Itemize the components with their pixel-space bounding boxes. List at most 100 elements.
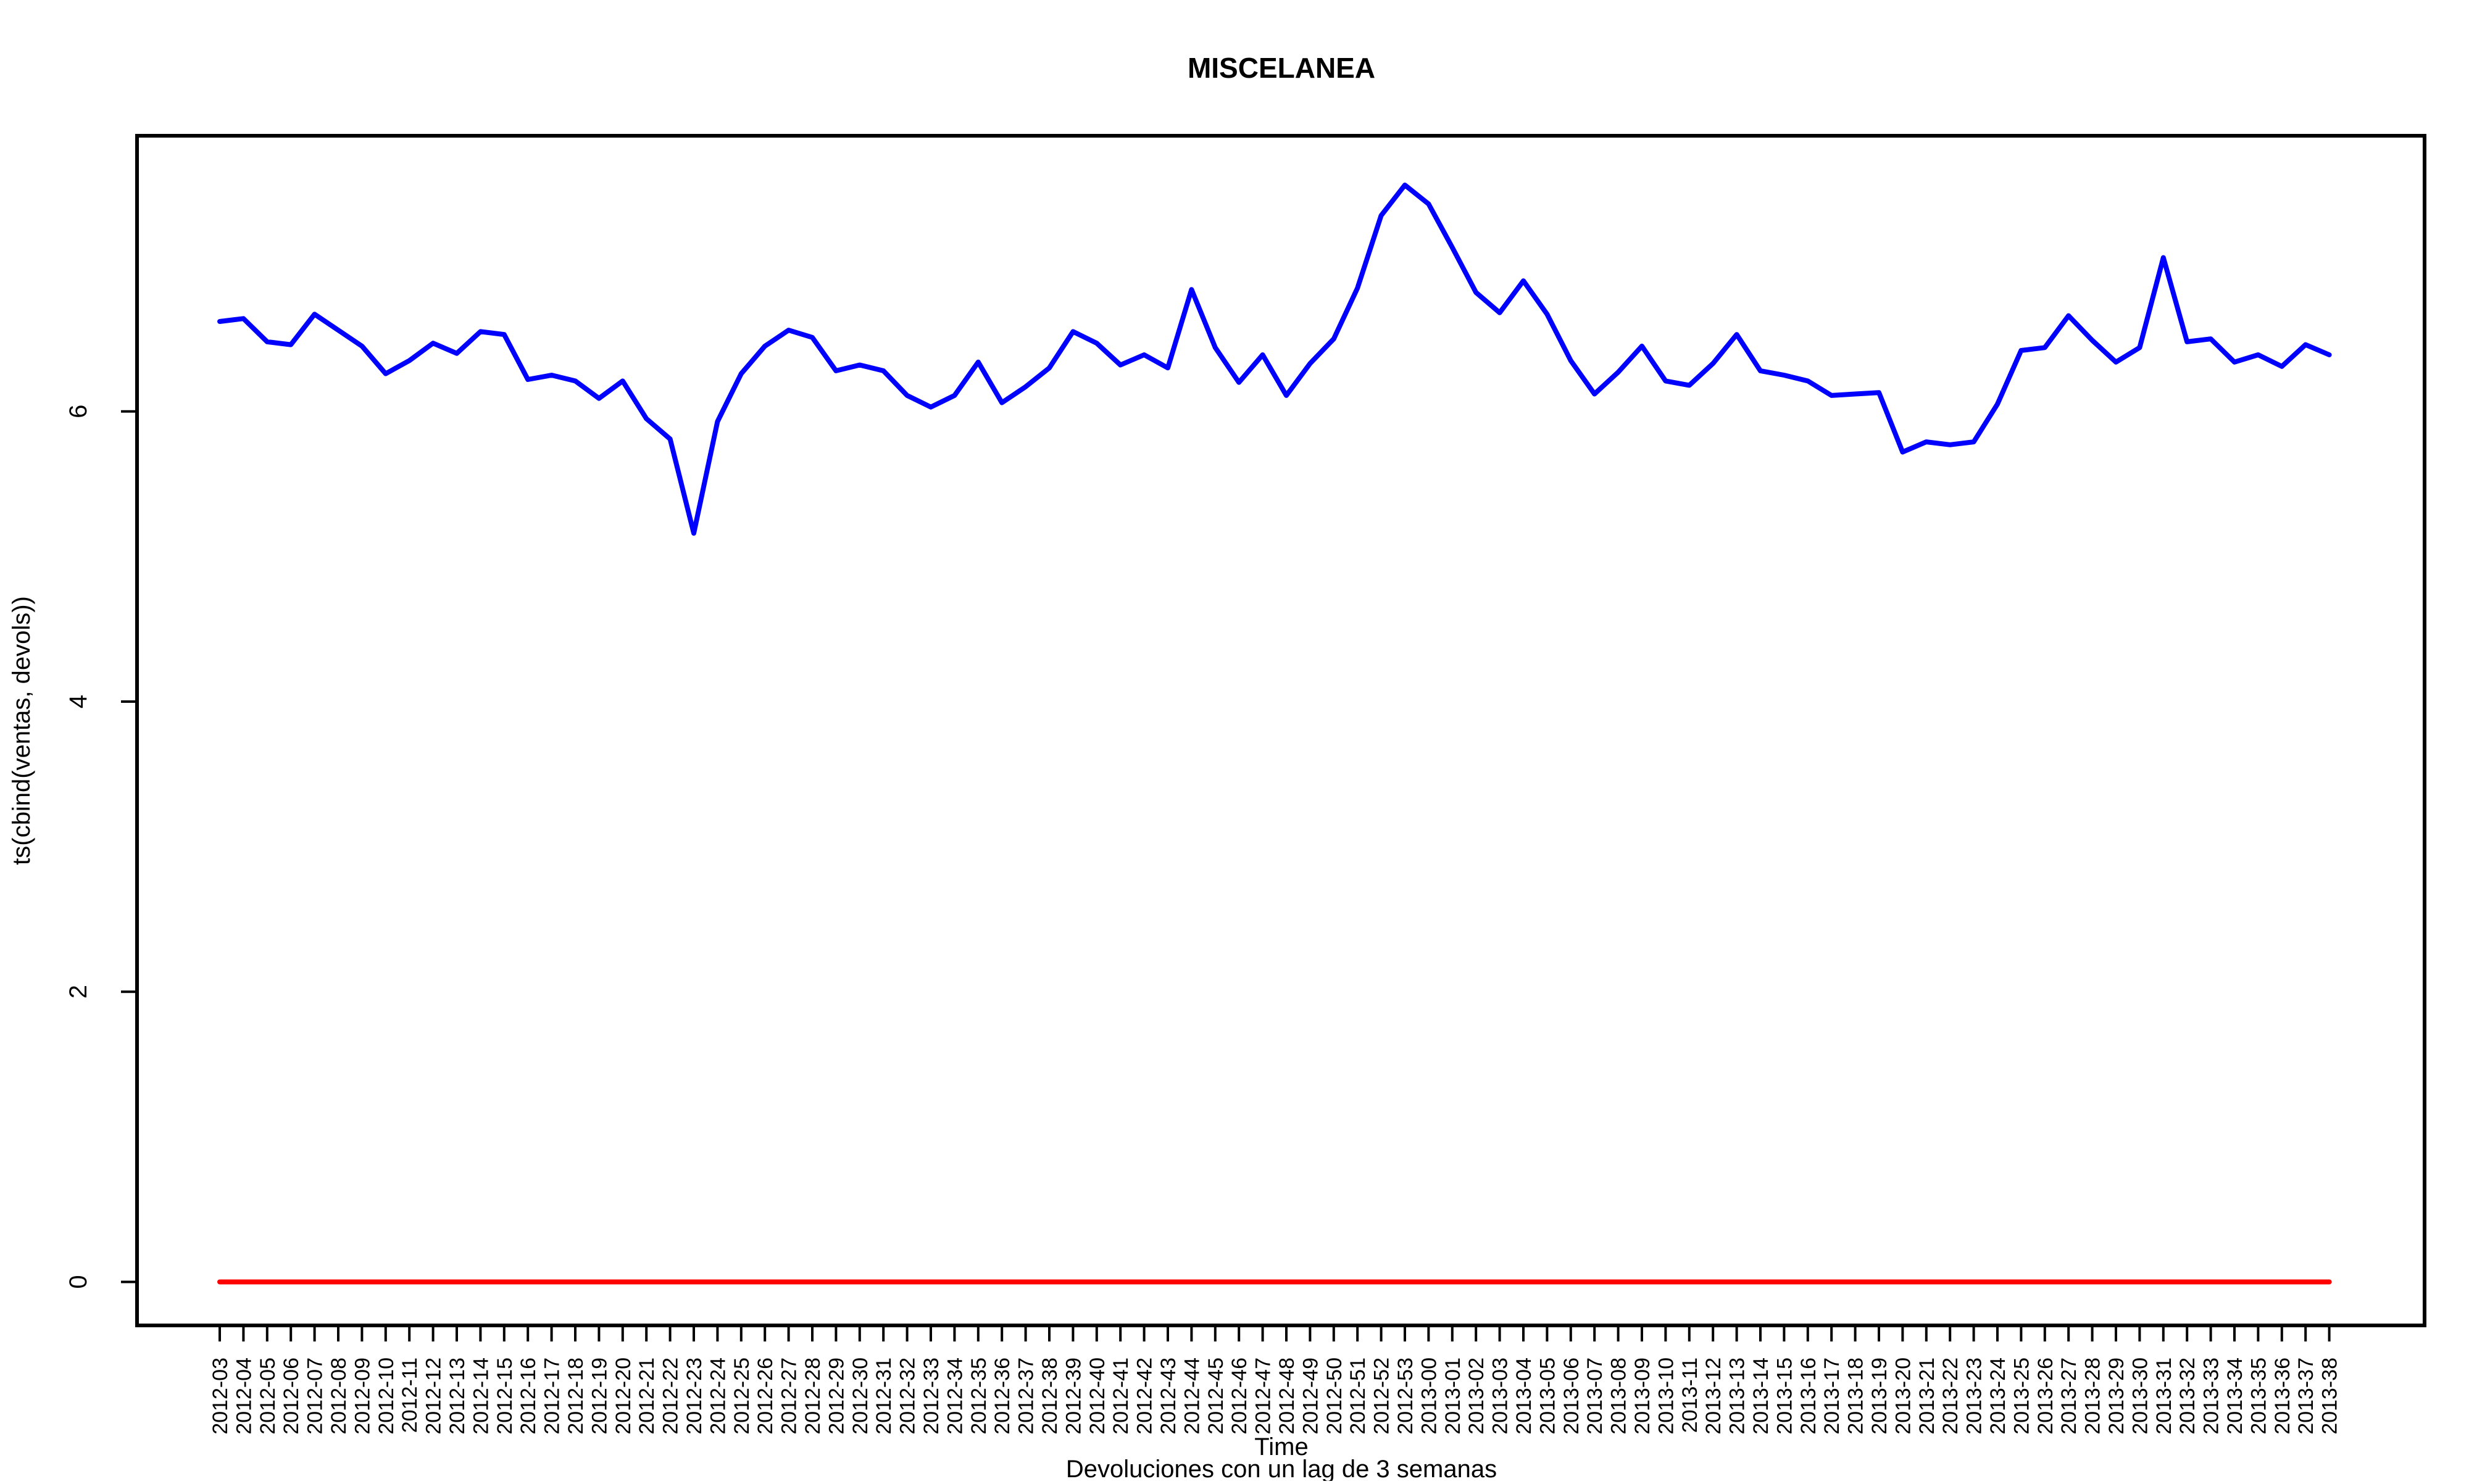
x-tick-label: 2012-08 xyxy=(327,1358,351,1435)
x-tick-label: 2012-11 xyxy=(398,1358,422,1433)
x-tick-label: 2012-09 xyxy=(351,1358,374,1435)
data-point-ventas xyxy=(480,331,481,332)
data-point-ventas xyxy=(1570,360,1571,361)
x-tick-label: 2013-31 xyxy=(2152,1358,2176,1435)
x-tick-label: 2012-19 xyxy=(588,1358,611,1435)
x-tick-label: 2012-35 xyxy=(967,1358,991,1435)
data-point-ventas xyxy=(2068,315,2069,316)
data-point-ventas xyxy=(1191,289,1192,290)
x-tick-label: 2012-44 xyxy=(1180,1358,1204,1435)
x-tick-label: 2012-03 xyxy=(209,1358,232,1435)
x-tick-label: 2012-36 xyxy=(991,1358,1014,1435)
x-tick-label: 2013-24 xyxy=(1986,1358,2010,1435)
x-tick-label: 2012-17 xyxy=(541,1358,564,1435)
data-point-ventas xyxy=(1950,444,1951,445)
x-tick-label: 2013-37 xyxy=(2294,1358,2318,1435)
x-tick-label: 2012-32 xyxy=(896,1358,920,1435)
data-point-ventas xyxy=(1025,386,1026,387)
x-tick-label: 2013-29 xyxy=(2105,1358,2128,1435)
x-tick-label: 2013-01 xyxy=(1441,1358,1465,1435)
data-point-ventas xyxy=(717,421,718,422)
x-tick-label: 2013-09 xyxy=(1631,1358,1654,1435)
y-tick-label: 2 xyxy=(65,985,92,998)
x-tick-label: 2013-21 xyxy=(1915,1358,1939,1435)
data-point-ventas xyxy=(1879,392,1880,393)
x-tick-label: 2012-50 xyxy=(1323,1358,1346,1435)
data-point-ventas xyxy=(243,318,244,319)
x-tick-label: 2012-23 xyxy=(683,1358,706,1435)
x-tick-label: 2013-02 xyxy=(1465,1358,1488,1435)
x-tick-label: 2012-04 xyxy=(232,1358,256,1435)
x-tick-label: 2013-08 xyxy=(1607,1358,1631,1435)
x-tick-label: 2013-00 xyxy=(1417,1358,1441,1435)
y-tick-label: 0 xyxy=(65,1275,92,1288)
x-tick-label: 2013-10 xyxy=(1654,1358,1678,1435)
x-tick-label: 2012-43 xyxy=(1157,1358,1180,1435)
x-tick-label: 2012-28 xyxy=(801,1358,825,1435)
x-tick-label: 2013-35 xyxy=(2247,1358,2270,1435)
data-point-ventas xyxy=(812,337,813,338)
data-point-ventas xyxy=(1736,334,1737,335)
x-tick-label: 2012-07 xyxy=(304,1358,327,1435)
data-point-ventas xyxy=(314,314,315,315)
x-tick-label: 2012-40 xyxy=(1086,1358,1109,1435)
x-tick-label: 2012-27 xyxy=(778,1358,801,1435)
x-tick-label: 2013-30 xyxy=(2128,1358,2152,1435)
x-tick-label: 2013-04 xyxy=(1512,1358,1536,1435)
x-tick-label: 2012-25 xyxy=(730,1358,754,1435)
x-tick-label: 2012-31 xyxy=(872,1358,896,1435)
x-tick-label: 2013-07 xyxy=(1583,1358,1607,1435)
x-tick-label: 2013-27 xyxy=(2057,1358,2081,1435)
x-tick-label: 2012-21 xyxy=(635,1358,659,1435)
x-tick-label: 2013-22 xyxy=(1939,1358,1962,1435)
data-point-ventas xyxy=(1760,370,1761,371)
x-tick-label: 2013-14 xyxy=(1749,1358,1773,1435)
x-tick-label: 2013-03 xyxy=(1489,1358,1512,1435)
data-point-ventas xyxy=(1997,404,1998,405)
x-tick-label: 2013-06 xyxy=(1560,1358,1583,1435)
data-point-ventas xyxy=(338,330,339,331)
data-point-ventas xyxy=(788,330,789,331)
x-tick-label: 2012-41 xyxy=(1109,1358,1133,1435)
y-axis-label: ts(cbind(ventas, devols)) xyxy=(8,596,35,865)
x-tick-label: 2012-49 xyxy=(1299,1358,1322,1435)
data-point-ventas xyxy=(2044,347,2045,348)
data-point-ventas xyxy=(551,375,552,376)
x-tick-label: 2012-48 xyxy=(1275,1358,1299,1435)
x-tick-label: 2013-12 xyxy=(1702,1358,1725,1435)
x-tick-label: 2012-24 xyxy=(706,1358,730,1435)
series-line-ventas xyxy=(217,182,2332,536)
x-tick-label: 2012-14 xyxy=(469,1358,493,1435)
series-layer xyxy=(217,182,2332,1285)
x-tick-label: 2013-16 xyxy=(1797,1358,1820,1435)
x-tick-label: 2012-29 xyxy=(825,1358,848,1435)
data-point-ventas xyxy=(1286,395,1287,396)
x-tick-label: 2012-51 xyxy=(1346,1358,1370,1435)
x-tick-label: 2013-18 xyxy=(1844,1358,1868,1435)
series-ventas xyxy=(217,182,2332,536)
x-tick-label: 2012-18 xyxy=(564,1358,588,1435)
data-point-ventas xyxy=(1096,343,1097,344)
x-tick-label: 2012-46 xyxy=(1228,1358,1251,1435)
y-axis: 0 2 4 6 xyxy=(65,405,137,1289)
x-tick-label: 2012-12 xyxy=(422,1358,446,1435)
x-tick-label: 2013-33 xyxy=(2200,1358,2223,1435)
x-tick-label: 2012-30 xyxy=(849,1358,872,1435)
chart-subtitle: Devoluciones con un lag de 3 semanas xyxy=(1066,1456,1497,1481)
data-point-ventas xyxy=(646,418,647,419)
x-tick-label: 2012-26 xyxy=(754,1358,777,1435)
data-point-ventas xyxy=(1831,395,1832,396)
data-point-ventas xyxy=(883,370,884,371)
x-axis: 2012-03 2012-04 2012-05 2012-06 2012-07 2012-… xyxy=(209,1325,2342,1435)
x-tick-label: 2012-13 xyxy=(446,1358,469,1435)
x-tick-label: 2013-15 xyxy=(1773,1358,1796,1435)
x-tick-label: 2012-45 xyxy=(1204,1358,1228,1435)
x-tick-label: 2013-19 xyxy=(1868,1358,1891,1435)
x-tick-label: 2012-52 xyxy=(1370,1358,1394,1435)
data-point-ventas xyxy=(954,395,955,396)
x-tick-label: 2013-23 xyxy=(1963,1358,1986,1435)
y-tick-label: 6 xyxy=(65,405,92,418)
x-tick-label: 2012-47 xyxy=(1252,1358,1275,1435)
x-tick-label: 2013-17 xyxy=(1820,1358,1844,1435)
